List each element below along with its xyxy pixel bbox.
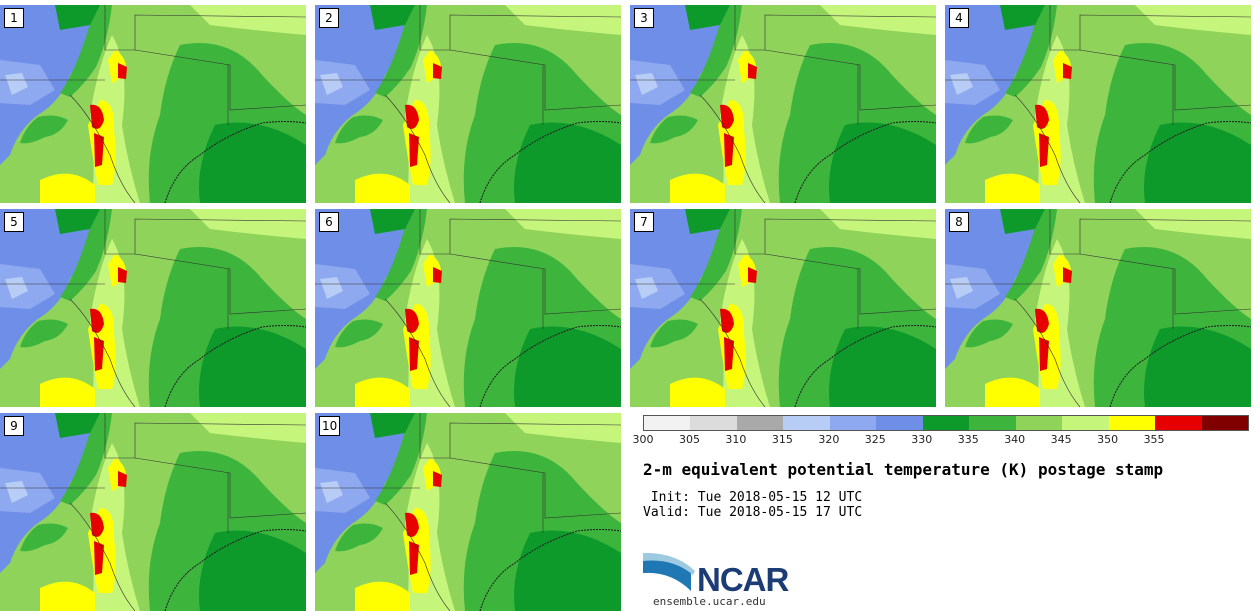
map-field xyxy=(315,5,621,203)
member-number-label: 1 xyxy=(4,8,24,28)
member-number-label: 8 xyxy=(949,212,969,232)
color-scale-tick-label: 340 xyxy=(1004,433,1026,446)
member-number-label: 5 xyxy=(4,212,24,232)
ensemble-url: ensemble.ucar.edu xyxy=(653,595,766,608)
color-scale-segment xyxy=(1015,416,1063,430)
map-field xyxy=(0,5,306,203)
color-scale-segment xyxy=(644,416,691,430)
map-field xyxy=(945,5,1251,203)
ensemble-member-map-9: 9 xyxy=(0,413,306,611)
color-scale-tick-label: 330 xyxy=(911,433,933,446)
color-scale-segment xyxy=(969,416,1016,430)
init-time: Init: Tue 2018-05-15 12 UTC xyxy=(643,490,863,505)
member-number-label: 7 xyxy=(634,212,654,232)
color-scale-tick-label: 305 xyxy=(678,433,700,446)
color-scale-tick-label: 320 xyxy=(818,433,840,446)
ensemble-member-map-7: 7 xyxy=(630,209,936,407)
map-field xyxy=(315,209,621,407)
member-number-label: 3 xyxy=(634,8,654,28)
ensemble-member-map-2: 2 xyxy=(315,5,621,203)
member-number-label: 4 xyxy=(949,8,969,28)
ensemble-member-map-1: 1 xyxy=(0,5,306,203)
color-scale-segment xyxy=(922,416,970,430)
color-scale-segment xyxy=(1201,416,1249,430)
color-scale-tick-label: 335 xyxy=(957,433,979,446)
color-scale-tick-label: 300 xyxy=(632,433,654,446)
map-field xyxy=(0,209,306,407)
member-number-label: 2 xyxy=(319,8,339,28)
ncar-logo-icon xyxy=(643,553,695,591)
color-scale-segment xyxy=(1155,416,1202,430)
member-number-label: 9 xyxy=(4,416,24,436)
color-scale-tick-label: 355 xyxy=(1143,433,1165,446)
ensemble-member-map-6: 6 xyxy=(315,209,621,407)
valid-time: Valid: Tue 2018-05-15 17 UTC xyxy=(643,505,863,520)
color-scale-segment xyxy=(1108,416,1156,430)
member-number-label: 6 xyxy=(319,212,339,232)
color-scale-segment xyxy=(736,416,784,430)
color-scale-segment xyxy=(783,416,830,430)
figure-title: 2-m equivalent potential temperature (K)… xyxy=(643,460,1164,479)
color-scale-segment xyxy=(1062,416,1109,430)
map-field xyxy=(945,209,1251,407)
member-number-label: 10 xyxy=(319,416,341,436)
ensemble-member-map-10: 10 xyxy=(315,413,621,611)
color-scale-tick-label: 310 xyxy=(725,433,747,446)
color-scale-segment xyxy=(690,416,737,430)
map-field xyxy=(0,413,306,611)
map-field xyxy=(630,209,936,407)
ensemble-member-map-8: 8 xyxy=(945,209,1251,407)
ensemble-member-map-5: 5 xyxy=(0,209,306,407)
color-scale-tick-label: 345 xyxy=(1050,433,1072,446)
ensemble-member-map-3: 3 xyxy=(630,5,936,203)
color-scale-tick-label: 315 xyxy=(771,433,793,446)
color-scale-tick-label: 350 xyxy=(1097,433,1119,446)
color-scale-bar xyxy=(643,415,1249,431)
ncar-logo-text: NCAR xyxy=(697,561,789,598)
map-field xyxy=(630,5,936,203)
color-scale-segment xyxy=(876,416,923,430)
color-scale-tick-label: 325 xyxy=(864,433,886,446)
color-scale-segment xyxy=(829,416,877,430)
map-field xyxy=(315,413,621,611)
ensemble-member-map-4: 4 xyxy=(945,5,1251,203)
